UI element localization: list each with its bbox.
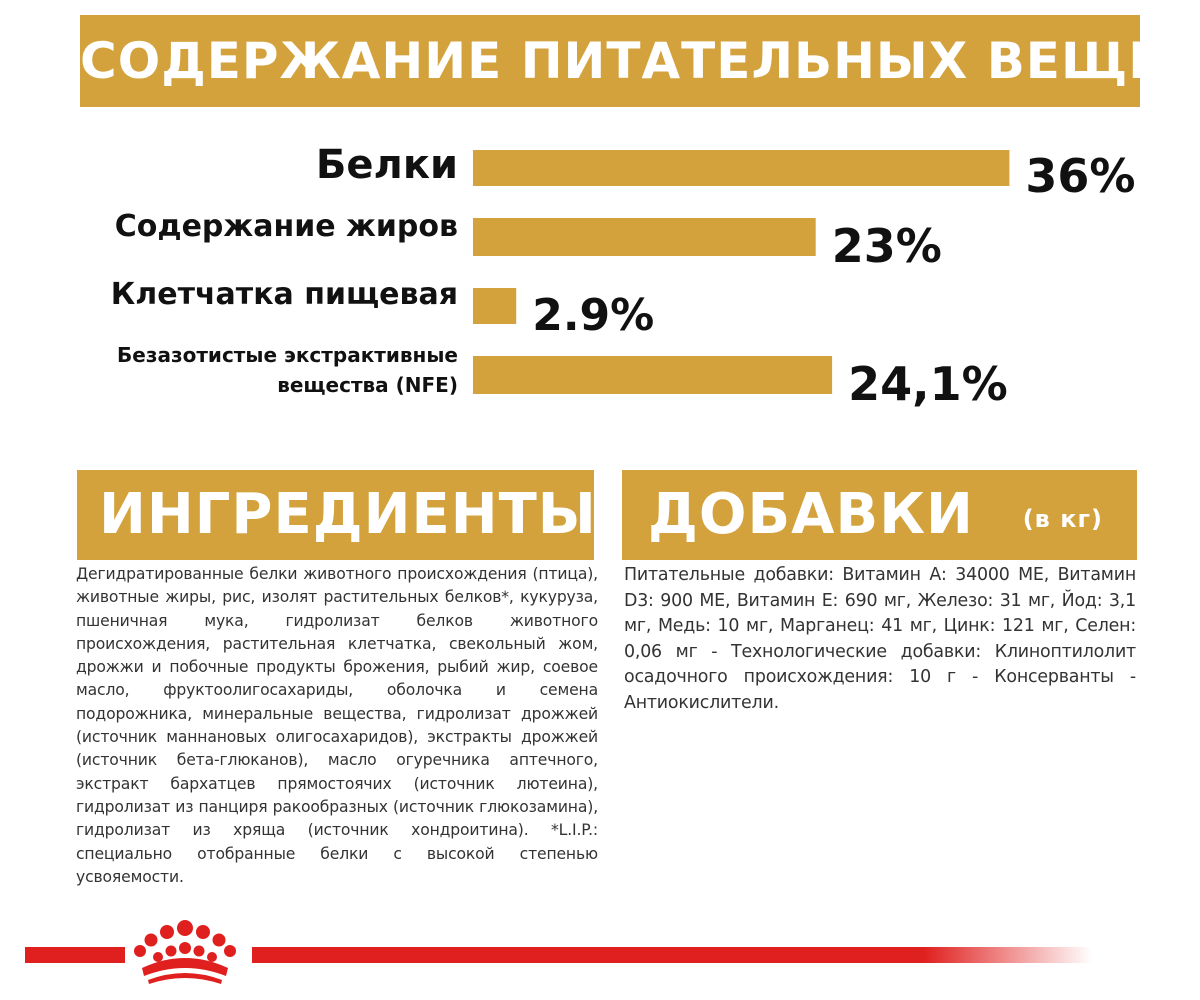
bar-0	[473, 150, 1010, 186]
bar-value-label-0: 36%	[1025, 149, 1135, 203]
nutrients-title: СОДЕРЖАНИЕ ПИТАТЕЛЬНЫХ ВЕЩЕСТВ	[80, 32, 1140, 90]
footer-stripe-right	[252, 947, 1092, 963]
bar-value-label-1: 23%	[832, 219, 942, 273]
additives-title: ДОБАВКИ	[648, 482, 974, 547]
category-label-3-line-1: вещества (NFE)	[277, 373, 458, 397]
category-label-3-line-0: Безазотистые экстрактивные	[117, 343, 458, 367]
category-label-2: Клетчатка пищевая	[111, 277, 458, 312]
ingredients-text: Дегидратированные белки животного происх…	[76, 565, 598, 886]
bar-2	[473, 288, 517, 324]
nutrients-title-banner: СОДЕРЖАНИЕ ПИТАТЕЛЬНЫХ ВЕЩЕСТВ	[80, 15, 1140, 107]
category-label-0: Белки	[316, 142, 458, 188]
nutrients-bar-chart: 36% Белки 23% Содержание жиров 2.9% Клетчатка…	[111, 142, 1136, 411]
royal-canin-crown-icon	[134, 920, 236, 984]
category-label-1: Содержание жиров	[115, 209, 458, 244]
bar-value-label-2: 2.9%	[532, 290, 654, 341]
bar-3	[473, 356, 833, 394]
additives-text: Питательные добавки: Витамин А: 34000 МЕ…	[624, 565, 1136, 713]
additives-unit: (в кг)	[1022, 505, 1103, 533]
ingredients-title: ИНГРЕДИЕНТЫ	[99, 482, 594, 547]
bar-1	[473, 218, 816, 256]
footer-stripe-left	[25, 947, 125, 963]
bar-value-label-3: 24,1%	[848, 357, 1008, 411]
ingredients-title-banner: ИНГРЕДИЕНТЫ	[77, 470, 594, 560]
additives-title-banner: ДОБАВКИ (в кг)	[622, 470, 1137, 560]
